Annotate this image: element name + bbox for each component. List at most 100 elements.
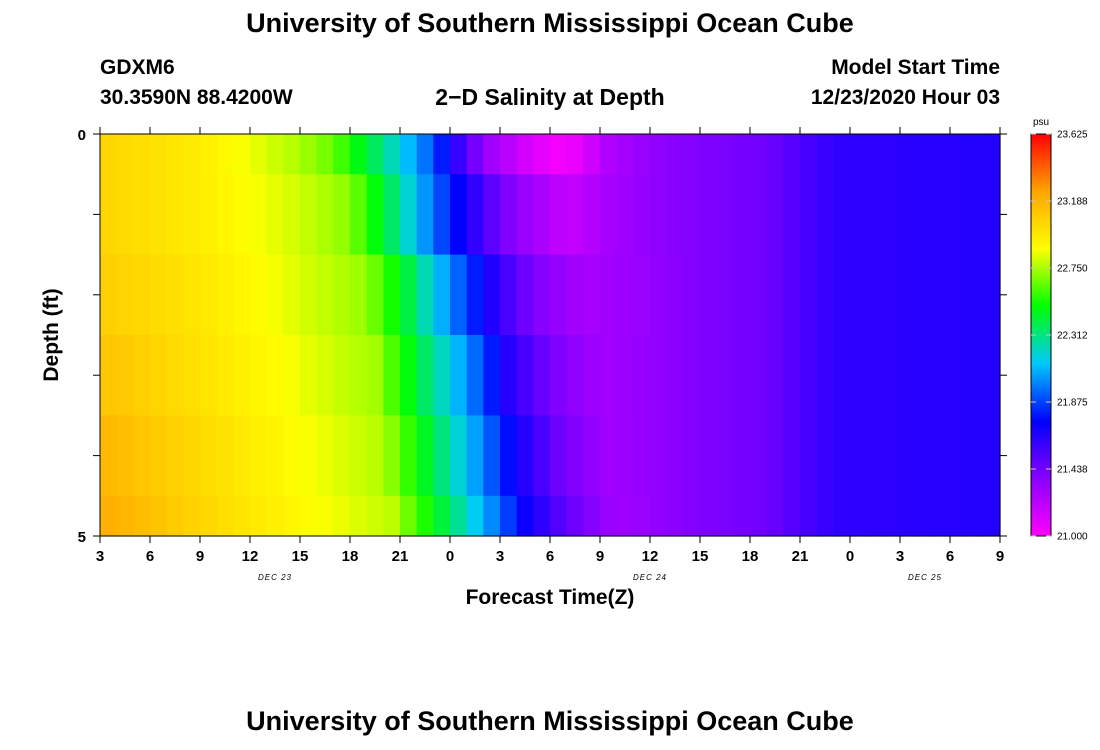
heatmap-cell-d0-h49 [916, 134, 934, 175]
heatmap-cell-d2-h7 [216, 254, 234, 336]
heatmap-cell-d4-h39 [750, 415, 768, 497]
heatmap-cell-d3-h42 [800, 335, 818, 416]
model-start-time: 12/23/2020 Hour 03 [810, 86, 1000, 109]
heatmap-cell-d1-h15 [350, 174, 368, 256]
heatmap-cell-d2-h21 [450, 254, 468, 336]
x-date-label: DEC 25 [908, 573, 942, 582]
heatmap-cell-d1-h17 [383, 174, 401, 256]
heatmap-cell-d1-h53 [983, 174, 1001, 256]
colorbar-tick-label: 22.750 [1057, 264, 1088, 275]
heatmap-cell-d1-h37 [716, 174, 734, 256]
heatmap-cell-d2-h14 [333, 254, 351, 336]
heatmap-cell-d3-h27 [550, 335, 568, 416]
heatmap-cell-d3-h0 [100, 335, 118, 416]
heatmap-cell-d3-h46 [866, 335, 884, 416]
heatmap-cell-d1-h0 [100, 174, 118, 256]
heatmap-cell-d4-h35 [683, 415, 701, 497]
heatmap-cell-d2-h11 [283, 254, 301, 336]
heatmap-cell-d0-h27 [550, 134, 568, 175]
heatmap-cell-d0-h25 [516, 134, 534, 175]
heatmap-cell-d3-h18 [400, 335, 418, 416]
heatmap-cell-d0-h3 [150, 134, 168, 175]
heatmap-cell-d1-h12 [300, 174, 318, 256]
heatmap-cell-d0-h20 [433, 134, 451, 175]
heatmap-cell-d4-h15 [350, 415, 368, 497]
heatmap-cell-d5-h36 [700, 495, 718, 537]
heatmap-cell-d3-h16 [366, 335, 384, 416]
heatmap-cell-d5-h31 [616, 495, 634, 537]
heatmap-cell-d5-h41 [783, 495, 801, 537]
heatmap-cell-d4-h38 [733, 415, 751, 497]
heatmap-cell-d4-h12 [300, 415, 318, 497]
heatmap-cell-d4-h48 [900, 415, 918, 497]
heatmap-cell-d5-h32 [633, 495, 651, 537]
heatmap-cell-d4-h14 [333, 415, 351, 497]
heatmap-cell-d4-h5 [183, 415, 201, 497]
heatmap-cell-d3-h41 [783, 335, 801, 416]
heatmap-cell-d1-h3 [150, 174, 168, 256]
heatmap-cell-d3-h26 [533, 335, 551, 416]
heatmap-cell-d2-h32 [633, 254, 651, 336]
heatmap-cell-d4-h29 [583, 415, 601, 497]
x-tick-label: 12 [642, 548, 659, 565]
heatmap-cell-d0-h36 [700, 134, 718, 175]
heatmap-cell-d3-h29 [583, 335, 601, 416]
heatmap-cell-d1-h35 [683, 174, 701, 256]
heatmap-cell-d4-h13 [316, 415, 334, 497]
heatmap-cell-d1-h25 [516, 174, 534, 256]
heatmap-cell-d2-h28 [566, 254, 584, 336]
heatmap-cell-d2-h53 [983, 254, 1001, 336]
heatmap-cell-d2-h12 [300, 254, 318, 336]
heatmap-cell-d2-h24 [500, 254, 518, 336]
heatmap-cell-d3-h22 [466, 335, 484, 416]
heatmap-cell-d4-h22 [466, 415, 484, 497]
heatmap-cell-d2-h40 [766, 254, 784, 336]
heatmap-cell-d2-h38 [733, 254, 751, 336]
heatmap-cell-d2-h52 [966, 254, 984, 336]
heatmap-cell-d1-h38 [733, 174, 751, 256]
heatmap-cell-d2-h4 [166, 254, 184, 336]
heatmap-cell-d3-h37 [716, 335, 734, 416]
x-tick-label: 9 [196, 548, 204, 565]
heatmap-cell-d1-h7 [216, 174, 234, 256]
heatmap-cell-d0-h34 [666, 134, 684, 175]
heatmap-cell-d1-h6 [200, 174, 218, 256]
heatmap-cell-d0-h11 [283, 134, 301, 175]
heatmap-cell-d5-h14 [333, 495, 351, 537]
heatmap-cell-d2-h50 [933, 254, 951, 336]
station-coordinates: 30.3590N 88.4200W [100, 86, 293, 109]
heatmap-cell-d5-h42 [800, 495, 818, 537]
heatmap-cell-d2-h13 [316, 254, 334, 336]
heatmap-cell-d4-h33 [650, 415, 668, 497]
heatmap-cell-d5-h27 [550, 495, 568, 537]
heatmap-cell-d2-h49 [916, 254, 934, 336]
heatmap-cell-d3-h12 [300, 335, 318, 416]
heatmap-cell-d4-h36 [700, 415, 718, 497]
heatmap-cell-d0-h35 [683, 134, 701, 175]
heatmap-cell-d4-h16 [366, 415, 384, 497]
heatmap-cell-d1-h23 [483, 174, 501, 256]
heatmap-cell-d1-h48 [900, 174, 918, 256]
heatmap-cell-d3-h1 [116, 335, 134, 416]
heatmap-cell-d3-h21 [450, 335, 468, 416]
x-tick-label: 3 [96, 548, 104, 565]
heatmap-cell-d5-h28 [566, 495, 584, 537]
heatmap-cell-d4-h32 [633, 415, 651, 497]
heatmap-cell-d0-h37 [716, 134, 734, 175]
model-start-label: Model Start Time [831, 56, 1000, 79]
heatmap-cell-d2-h2 [133, 254, 151, 336]
heatmap-cell-d1-h29 [583, 174, 601, 256]
heatmap-cell-d0-h39 [750, 134, 768, 175]
heatmap-cell-d2-h30 [600, 254, 618, 336]
x-tick-label: 15 [692, 548, 709, 565]
heatmap-cell-d3-h34 [666, 335, 684, 416]
heatmap-cell-d4-h37 [716, 415, 734, 497]
heatmap-cell-d4-h17 [383, 415, 401, 497]
heatmap-cell-d0-h7 [216, 134, 234, 175]
heatmap-cell-d3-h48 [900, 335, 918, 416]
heatmap-cell-d5-h47 [883, 495, 901, 537]
heatmap-cell-d1-h45 [850, 174, 868, 256]
heatmap-cell-d0-h53 [983, 134, 1001, 175]
heatmap-cell-d1-h33 [650, 174, 668, 256]
